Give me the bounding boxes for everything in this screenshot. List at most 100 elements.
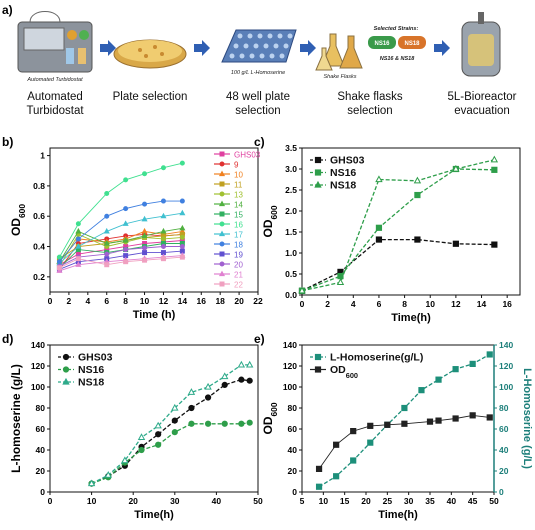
panel-label: a) [2,3,13,17]
legend-marker [218,170,226,177]
legend-label-main: OD [330,364,346,376]
legend-label: 17 [234,231,243,240]
x-tick-label: 18 [215,296,225,306]
marker [204,382,212,390]
panel-label: d) [2,332,13,346]
x-tick-label: 10 [87,496,97,506]
marker [435,417,442,424]
x-tick-label: 30 [170,496,180,506]
y-tick-label: 0 [40,487,45,497]
marker [179,234,185,240]
legend-marker [219,261,225,267]
x-tick-label: 6 [104,296,109,306]
marker [452,366,459,373]
marker [179,254,185,260]
marker [121,456,129,464]
x-axis-label: Time(h) [378,509,418,521]
step-caption: selection [347,105,392,117]
marker [123,206,129,212]
y-tick-label: 100 [31,382,45,392]
marker [122,220,129,226]
step-caption: 48 well plate [226,91,290,103]
x-tick-label: 20 [361,496,371,506]
marker [179,244,185,250]
marker [187,388,196,395]
legend-marker [314,180,322,188]
marker [246,377,253,384]
y2-tick-label: 140 [499,340,513,350]
y-tick-label: 1.5 [285,227,297,237]
legend-label: 18 [234,241,243,250]
marker [333,441,340,448]
marker [245,360,254,368]
marker [123,247,129,253]
x-tick-label: 8 [123,296,128,306]
marker [154,421,162,429]
series-line [301,238,495,292]
legend-label: 13 [234,191,243,200]
marker [56,254,62,260]
marker [75,221,81,227]
marker [75,243,82,249]
legend-marker [219,161,225,167]
marker [142,171,148,177]
y2-tick-label: 80 [499,403,509,413]
y-axis-label-sub: 600 [17,204,27,218]
x-tick-label: 6 [377,299,382,309]
series-line [91,378,250,485]
marker [452,240,459,247]
y-axis-label-sub: 600 [269,402,279,416]
marker [246,419,253,426]
legend-label: NS16 [330,167,356,179]
legend-label: NS18 [78,377,104,389]
marker [204,420,212,427]
marker [333,473,340,480]
y-tick-label: 80 [288,403,298,413]
legend-label: 9 [234,161,239,170]
marker [104,251,110,257]
y-tick-label: 1.0 [285,248,297,258]
marker [179,224,186,231]
legend-marker [219,151,225,157]
legend-label: 10 [234,171,243,180]
plot-frame [49,344,259,493]
x-axis-label: Time(h) [134,509,174,521]
legend-label: 16 [234,221,243,230]
well-plate-icon [221,29,297,63]
y-tick-label: 0.8 [33,181,45,191]
legend-marker [218,270,226,277]
turbidostat-icon [17,11,93,73]
marker [367,439,374,446]
legend-label: GHS03 [78,352,113,364]
x-tick-label: 4 [351,299,356,309]
y-axis-label-main: OD [261,219,275,237]
legend-marker [219,181,225,187]
marker [103,227,110,234]
y2-axis-label: L-Homoserine (g/L) [521,368,533,469]
marker [103,240,110,246]
panel-label: e) [254,332,265,346]
x-axis-label: Time (h) [133,309,176,321]
x-tick-label: 35 [425,496,435,506]
plate-icon [113,39,187,69]
marker [155,431,162,438]
y-tick-label: 2.0 [285,206,297,216]
marker [221,381,228,388]
step-caption: 5L-Bioreactor [447,91,516,103]
x-tick-label: 14 [178,296,188,306]
selected-label: Selected Strains: [374,26,419,32]
marker [375,236,383,243]
marker [75,261,82,267]
x-tick-label: 12 [451,299,461,309]
y-tick-label: 100 [283,382,297,392]
marker [238,376,245,383]
marker [486,351,493,358]
y-tick-label: 3.5 [285,143,297,153]
marker [486,414,493,421]
marker [104,213,110,219]
legend-label: L-Homoserine(g/L) [330,352,423,364]
legend-label: 21 [234,271,243,280]
x-tick-label: 40 [212,496,222,506]
legend-marker [218,200,226,207]
